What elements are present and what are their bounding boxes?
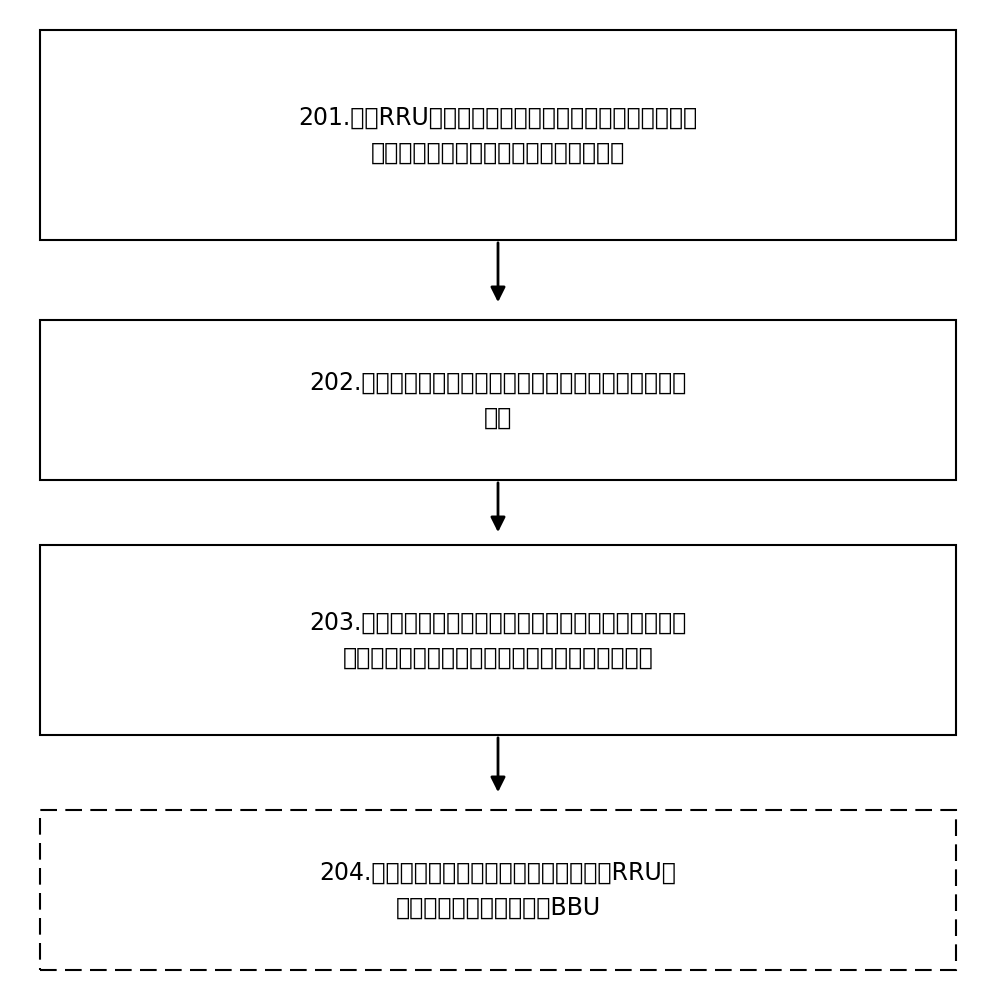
Text: 203.根据前向发射功率和反向发射功率，计算各个频点的
驻波比，根据驻波比的大小确定腔体滤波器的带宽: 203.根据前向发射功率和反向发射功率，计算各个频点的 驻波比，根据驻波比的大小… [310, 610, 686, 670]
FancyBboxPatch shape [40, 320, 956, 480]
Text: 202.获取检测信号在各个频点的前向发射功率和反向发射
功率: 202.获取检测信号在各个频点的前向发射功率和反向发射 功率 [310, 370, 686, 430]
FancyBboxPatch shape [40, 545, 956, 735]
FancyBboxPatch shape [40, 810, 956, 970]
Text: 201.通过RRU中驻波检测链路的发射通道，向腔体滤波器
发射一组约定的多频点信号作为检测信号: 201.通过RRU中驻波检测链路的发射通道，向腔体滤波器 发射一组约定的多频点信… [299, 105, 697, 165]
Text: 204.将测量出腔体滤波器的带宽的值存储到RRU中
的指定位置中或者上报给BBU: 204.将测量出腔体滤波器的带宽的值存储到RRU中 的指定位置中或者上报给BBU [320, 860, 676, 920]
FancyBboxPatch shape [40, 30, 956, 240]
